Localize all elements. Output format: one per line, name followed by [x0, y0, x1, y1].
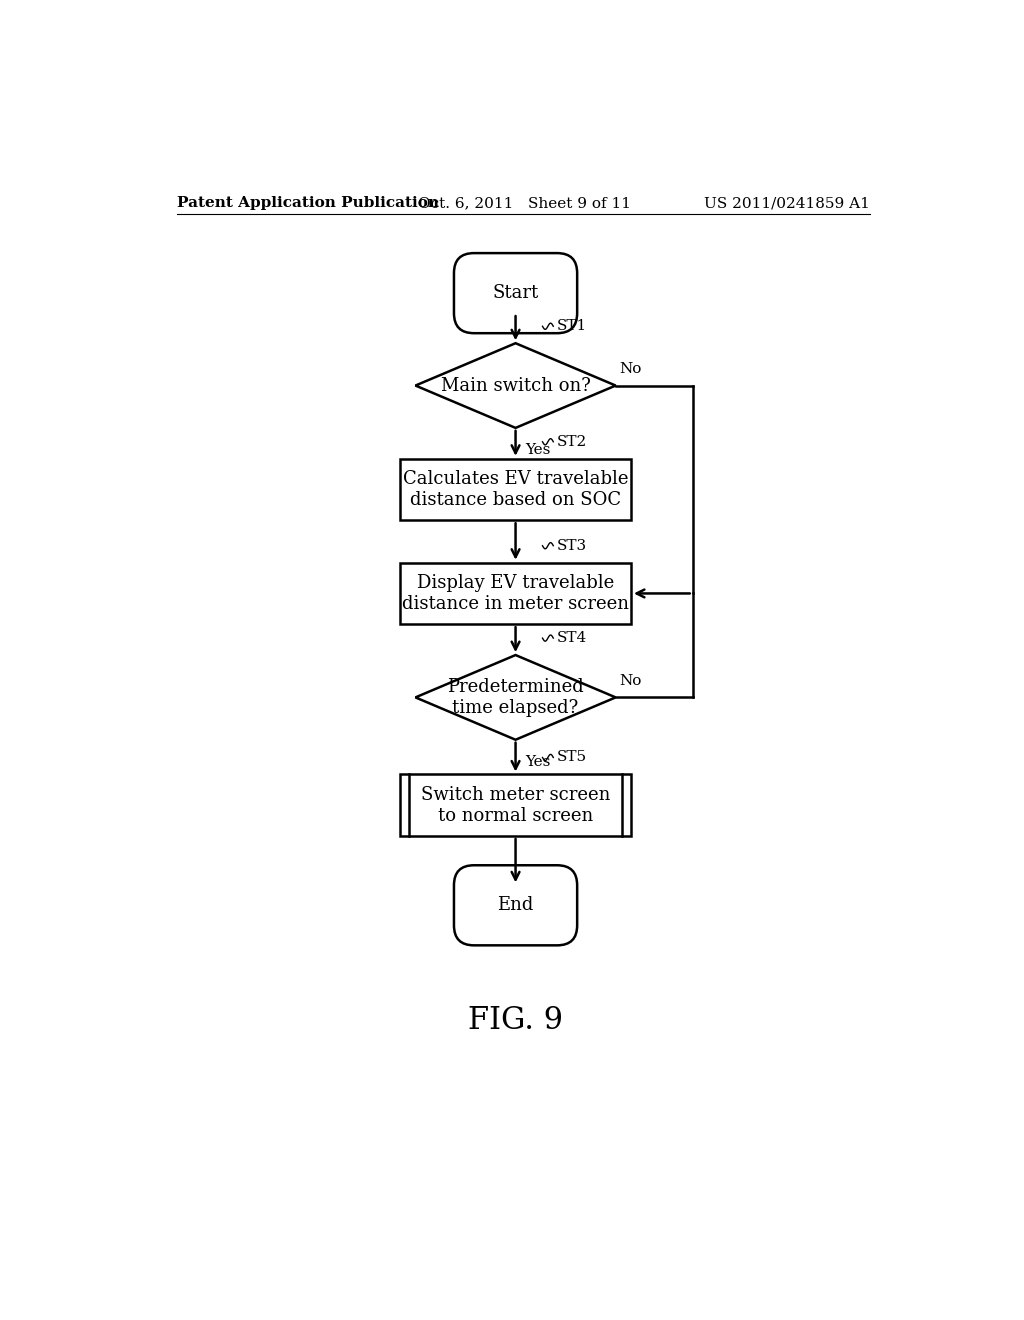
FancyBboxPatch shape	[454, 866, 578, 945]
Text: Main switch on?: Main switch on?	[440, 376, 591, 395]
Text: FIG. 9: FIG. 9	[468, 1006, 563, 1036]
Text: Predetermined
time elapsed?: Predetermined time elapsed?	[447, 678, 584, 717]
Text: No: No	[620, 675, 642, 688]
Text: ST2: ST2	[556, 434, 587, 449]
Text: Oct. 6, 2011   Sheet 9 of 11: Oct. 6, 2011 Sheet 9 of 11	[418, 197, 632, 210]
FancyBboxPatch shape	[454, 253, 578, 333]
Text: US 2011/0241859 A1: US 2011/0241859 A1	[703, 197, 869, 210]
Text: Yes: Yes	[524, 755, 550, 770]
Bar	[400, 562, 631, 624]
Polygon shape	[416, 655, 615, 739]
Polygon shape	[416, 343, 615, 428]
Text: ST1: ST1	[556, 319, 587, 333]
Bar	[400, 775, 631, 836]
Text: No: No	[620, 362, 642, 376]
Text: Switch meter screen
to normal screen: Switch meter screen to normal screen	[421, 785, 610, 825]
Text: End: End	[498, 896, 534, 915]
Text: Calculates EV travelable
distance based on SOC: Calculates EV travelable distance based …	[402, 470, 629, 510]
Text: ST3: ST3	[556, 539, 587, 553]
Text: Start: Start	[493, 284, 539, 302]
Bar	[400, 459, 631, 520]
Text: ST5: ST5	[556, 751, 587, 764]
Text: Yes: Yes	[524, 444, 550, 457]
Text: Display EV travelable
distance in meter screen: Display EV travelable distance in meter …	[402, 574, 629, 612]
Text: Patent Application Publication: Patent Application Publication	[177, 197, 438, 210]
Text: ST4: ST4	[556, 631, 587, 645]
